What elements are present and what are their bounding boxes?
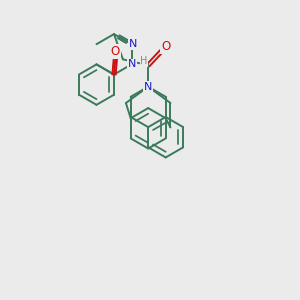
Text: O: O [111, 45, 120, 58]
Text: N: N [144, 82, 152, 92]
Text: N: N [128, 59, 136, 69]
Text: H: H [140, 56, 148, 66]
Text: O: O [161, 40, 170, 53]
Text: N: N [129, 39, 137, 49]
